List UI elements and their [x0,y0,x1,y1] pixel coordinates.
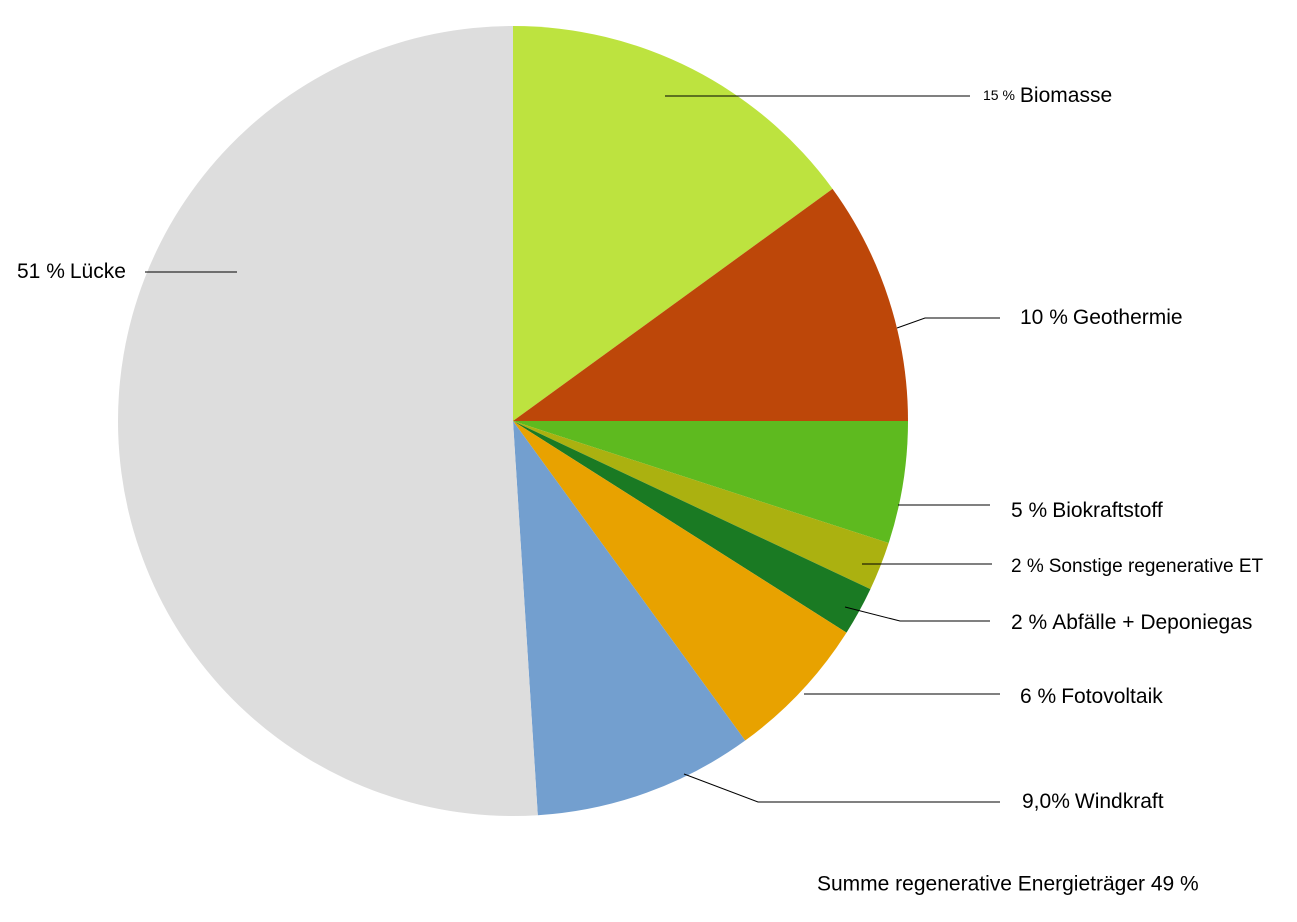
pie-slice [513,188,908,421]
value-label: 51 % [17,260,65,283]
category-label: Biokraftstoff [1052,499,1163,522]
value-label: 6 % [1020,685,1056,708]
slice-label: 2 % Abfälle + Deponiegas [1011,611,1252,634]
pie-slice [513,421,847,741]
value-label: 2 % [1011,611,1047,634]
pie-slice [513,421,889,590]
category-label: Abfälle + Deponiegas [1052,611,1252,634]
category-label: Windkraft [1075,790,1164,813]
annotation: Summe regenerative Energieträger 49 % [817,873,1199,896]
pie-slice [513,421,746,816]
pie-slice [118,26,538,816]
leader-line [844,606,990,622]
category-label: Geothermie [1073,306,1183,329]
value-label: 9,0% [1022,790,1070,813]
value-label: 10 % [1020,306,1068,329]
slice-label: 15 % Biomasse [983,84,1112,107]
value-label: 15 % [983,87,1015,103]
pie-slice [513,421,871,633]
category-label: Fotovoltaik [1061,685,1163,708]
category-label: Biomasse [1020,84,1112,107]
value-label: 5 % [1011,499,1047,522]
slice-label: 10 % Geothermie [1020,306,1183,329]
leader-line [683,773,1000,803]
slice-label: 5 % Biokraftstoff [1011,499,1163,522]
pie-slice [513,26,833,421]
category-label: Sonstige regenerative ET [1049,556,1264,577]
slice-label: 6 % Fotovoltaik [1020,685,1163,708]
category-label: Lücke [70,260,126,283]
pie-slice [513,421,908,544]
leader-line [896,317,1000,329]
slice-label: 51 % Lücke [17,260,126,283]
slice-label: 9,0% Windkraft [1022,790,1164,813]
slice-label: 2 % Sonstige regenerative ET [1011,556,1264,577]
value-label: 2 % [1011,556,1044,577]
